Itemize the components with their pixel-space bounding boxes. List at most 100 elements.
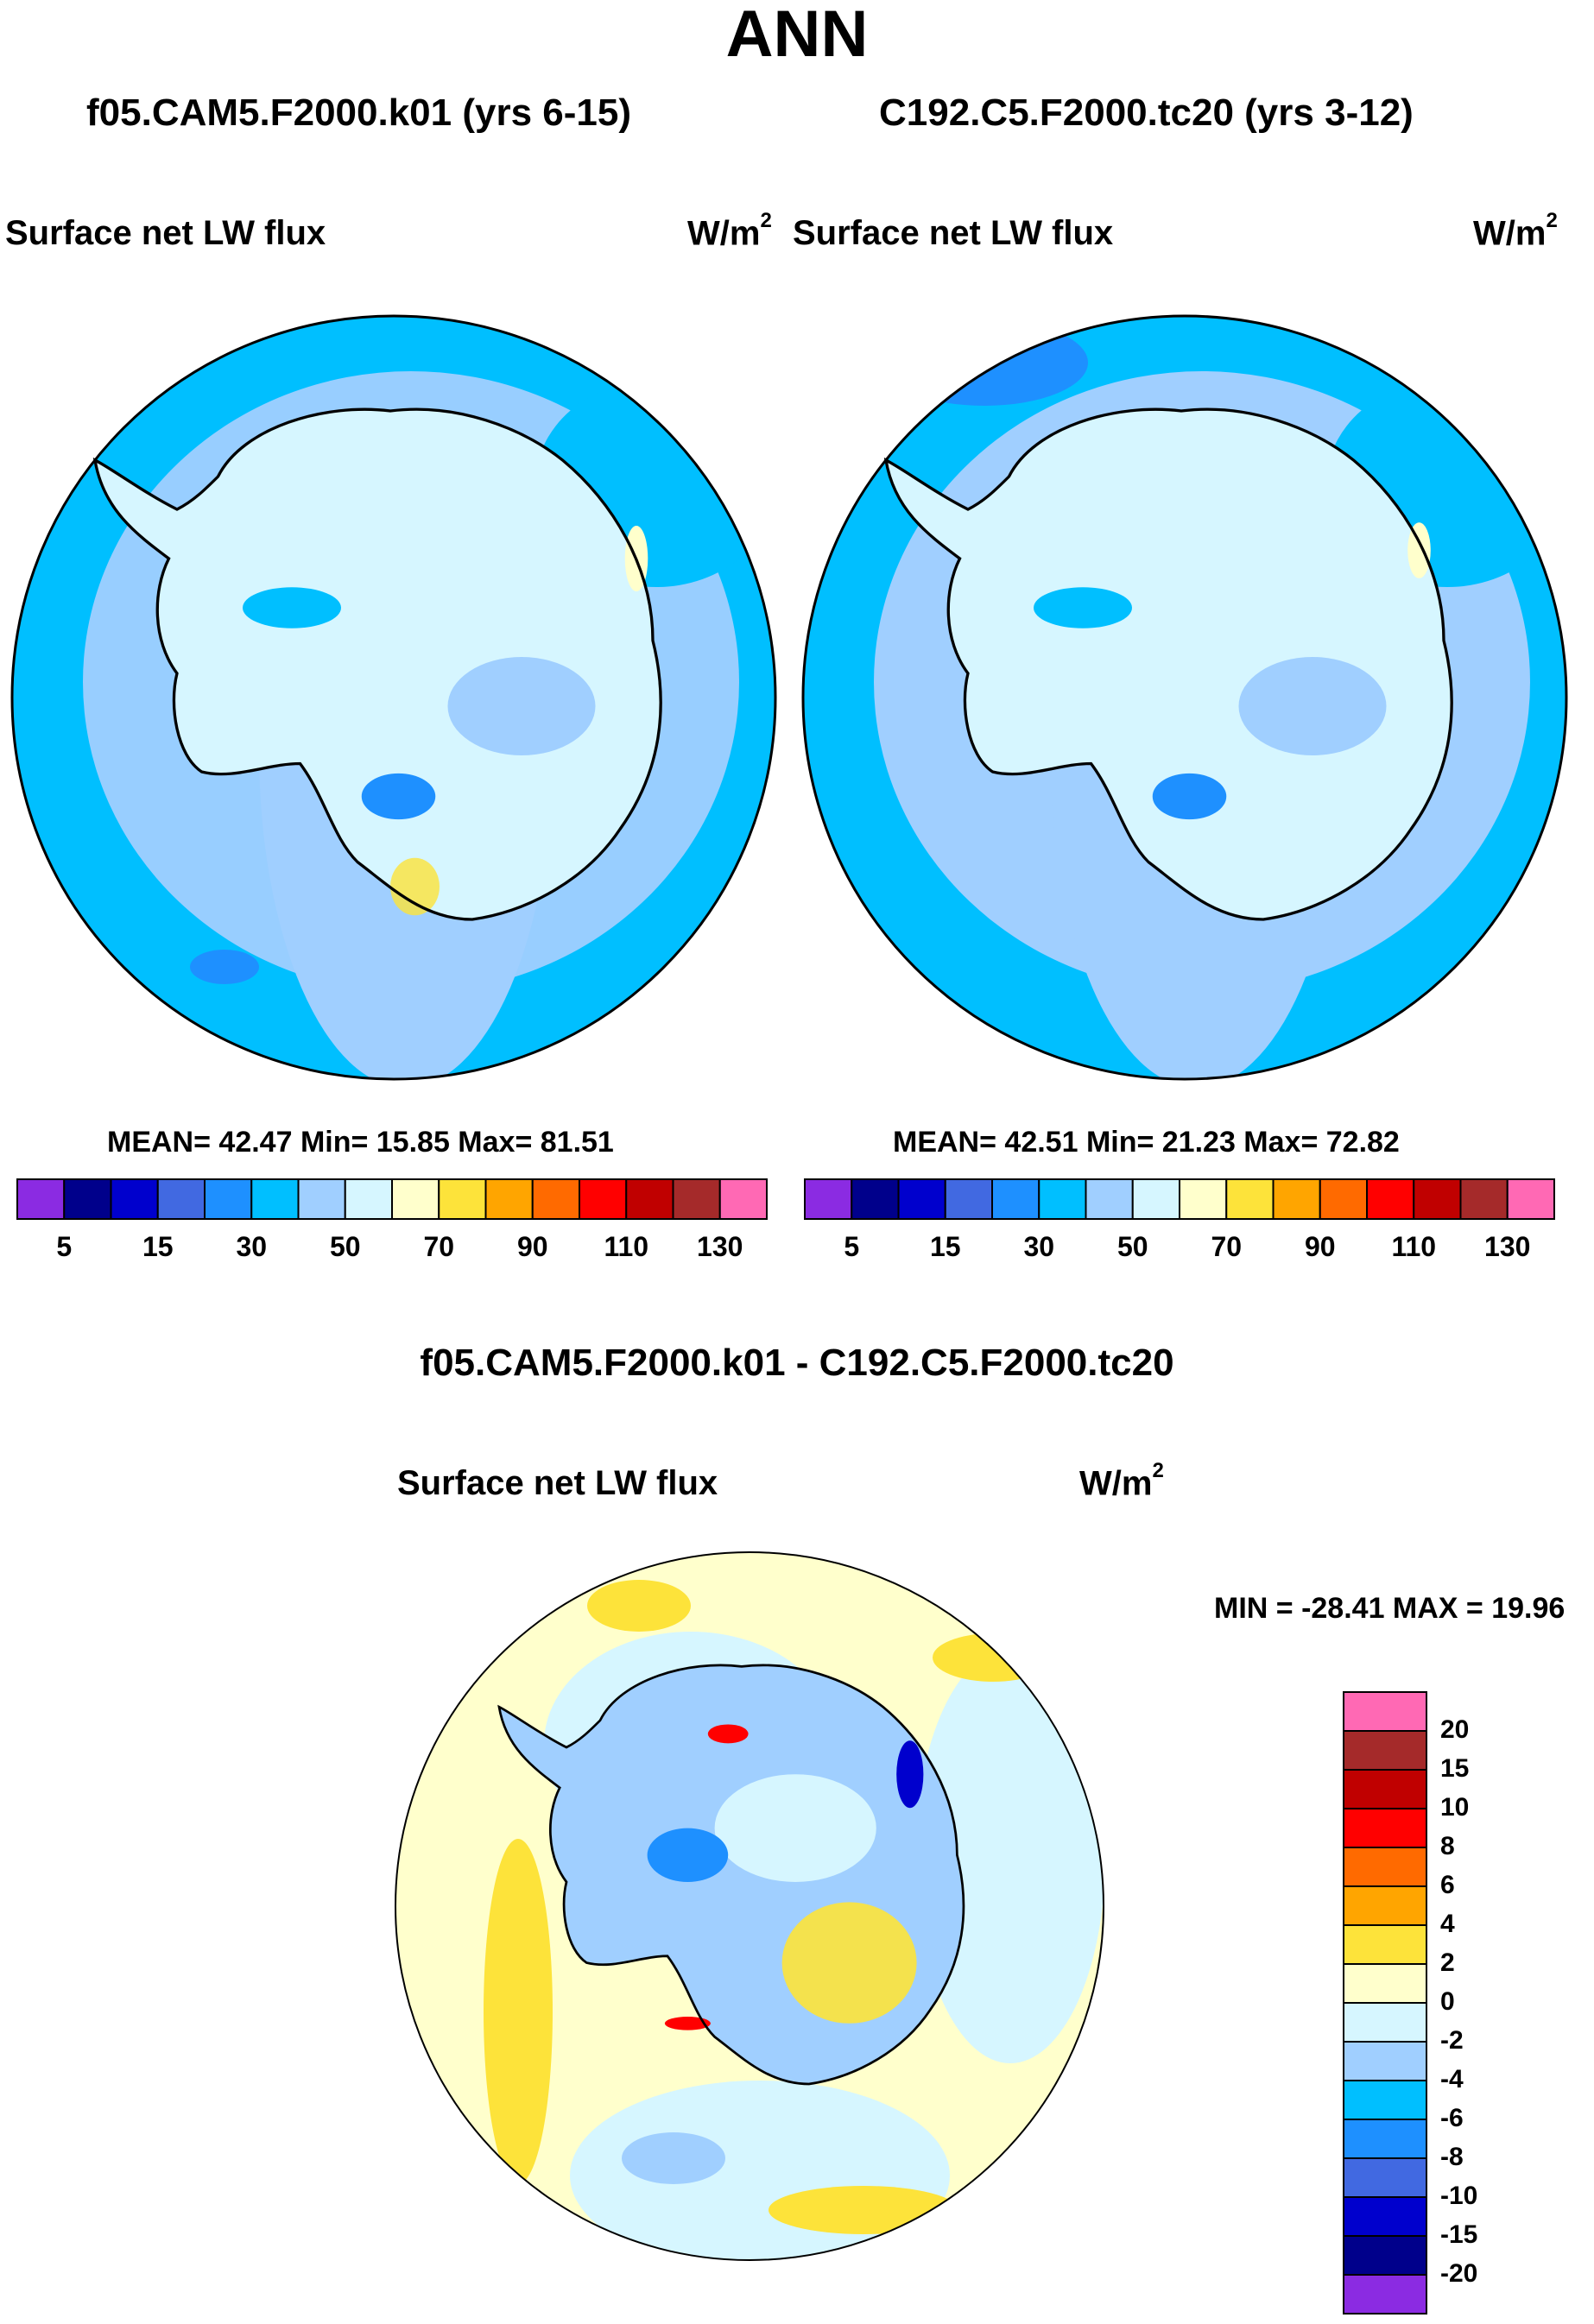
diff-patch-8 <box>622 2132 725 2184</box>
panel2-units: W/m2 <box>1473 209 1558 253</box>
colorbar-box <box>625 1178 674 1220</box>
panel2-stats: MEAN= 42.51 Min= 21.23 Max= 72.82 <box>893 1126 1400 1159</box>
panel2-patch-nw <box>881 319 1088 406</box>
diff-ice-patch-2 <box>781 1902 917 2024</box>
panel1-ice-patch-3 <box>447 657 596 755</box>
colorbar-tick-label: -8 <box>1440 2143 1464 2171</box>
colorbar-tick-label: 15 <box>929 1231 961 1262</box>
panel1-ice-patch-5 <box>390 857 440 916</box>
colorbar-tick-label: -20 <box>1440 2259 1478 2288</box>
colorbar-box <box>1343 2235 1427 2276</box>
colorbar-tick-label: 130 <box>1484 1231 1531 1262</box>
diff-minmax: MIN = -28.41 MAX = 19.96 <box>1214 1592 1566 1625</box>
colorbar-tick-label: 70 <box>1211 1231 1243 1262</box>
colorbar-tick-label: 130 <box>697 1231 743 1262</box>
colorbar-tick-label: 90 <box>1304 1231 1336 1262</box>
colorbar-box <box>1459 1178 1509 1220</box>
colorbar-tick-label: 5 <box>844 1231 860 1262</box>
panel1-patch-low <box>190 950 259 984</box>
colorbar-box <box>156 1178 206 1220</box>
panel1-patch-nw <box>12 316 173 397</box>
colorbar-box <box>63 1178 112 1220</box>
colorbar-box <box>1343 1885 1427 1926</box>
colorbar-tick-label: 0 <box>1440 1987 1455 2016</box>
panel1-boundary <box>10 314 777 1081</box>
colorbar-box <box>672 1178 721 1220</box>
colorbar-box <box>1319 1178 1368 1220</box>
colorbar-tick-label: -2 <box>1440 2026 1464 2055</box>
colorbar-box <box>1343 2196 1427 2237</box>
diff-patch-6 <box>933 1633 1053 1682</box>
colorbar-tick-label: 110 <box>1391 1231 1437 1262</box>
diff-map <box>395 1551 1104 2261</box>
diff-patch-5 <box>587 1580 691 1632</box>
diff-ice-patch-1 <box>714 1774 876 1882</box>
colorbar-box <box>391 1178 440 1220</box>
colorbar-box <box>1343 1730 1427 1771</box>
colorbar-box <box>204 1178 253 1220</box>
panel2-map <box>801 314 1568 1081</box>
colorbar-box <box>438 1178 487 1220</box>
diff-case-title: f05.CAM5.F2000.k01 - C192.C5.F2000.tc20 <box>420 1342 1174 1384</box>
colorbar-box <box>1131 1178 1180 1220</box>
colorbar-tick-label: 4 <box>1440 1910 1455 1938</box>
colorbar-box <box>1343 1769 1427 1809</box>
diff-colorbar <box>1343 1691 1427 2315</box>
colorbar-box <box>1506 1178 1555 1220</box>
colorbar-tick-label: 15 <box>142 1231 174 1262</box>
panel2-ice-patch-3 <box>1238 657 1387 755</box>
diff-units: W/m2 <box>1079 1459 1164 1503</box>
colorbar-box <box>1343 1691 1427 1732</box>
colorbar-box <box>1085 1178 1134 1220</box>
colorbar-box <box>531 1178 580 1220</box>
colorbar-tick-label: 5 <box>56 1231 73 1262</box>
colorbar-box <box>944 1178 993 1220</box>
colorbar-box <box>1225 1178 1275 1220</box>
colorbar-box <box>1343 1808 1427 1848</box>
colorbar-box <box>991 1178 1041 1220</box>
panel1-variable-title: Surface net LW flux <box>5 214 326 252</box>
colorbar-tick-label: -6 <box>1440 2104 1464 2132</box>
colorbar-tick-label: 70 <box>423 1231 455 1262</box>
colorbar-box <box>897 1178 946 1220</box>
panel2-ice-patch-2 <box>1152 773 1227 820</box>
panel2-colorbar <box>804 1178 1555 1220</box>
colorbar-tick-label: 30 <box>236 1231 268 1262</box>
colorbar-box <box>851 1178 900 1220</box>
colorbar-box <box>1343 2041 1427 2081</box>
colorbar-tick-label: -4 <box>1440 2065 1464 2093</box>
main-title: ANN <box>725 0 869 71</box>
colorbar-tick-label: -15 <box>1440 2220 1478 2249</box>
colorbar-box <box>1343 2002 1427 2043</box>
diff-ice-patch-6 <box>896 1740 924 1809</box>
colorbar-box <box>250 1178 300 1220</box>
colorbar-tick-label: 50 <box>329 1231 361 1262</box>
diff-ice-patch-3 <box>647 1828 729 1882</box>
colorbar-box <box>1343 1924 1427 1965</box>
panel1-ice-patch-1 <box>243 587 341 628</box>
diff-ice-patch-4 <box>707 1724 749 1744</box>
colorbar-tick-label: 50 <box>1116 1231 1148 1262</box>
panel1-stats: MEAN= 42.47 Min= 15.85 Max= 81.51 <box>107 1126 614 1159</box>
panel1-colorbar <box>16 1178 768 1220</box>
colorbar-tick-label: 20 <box>1440 1715 1470 1744</box>
colorbar-box <box>1413 1178 1462 1220</box>
colorbar-box <box>344 1178 393 1220</box>
colorbar-tick-label: -10 <box>1440 2182 1478 2210</box>
panel2-ice-patch-4 <box>1407 522 1431 578</box>
colorbar-tick-label: 15 <box>1440 1754 1470 1783</box>
colorbar-box <box>718 1178 768 1220</box>
diff-patch-3 <box>570 2081 950 2260</box>
panel2-ice-patch-1 <box>1034 587 1132 628</box>
colorbar-tick-label: 2 <box>1440 1948 1455 1977</box>
panel2-case-title: C192.C5.F2000.tc20 (yrs 3-12) <box>879 92 1414 134</box>
colorbar-tick-label: 10 <box>1440 1793 1470 1822</box>
diff-patch-2 <box>915 1649 1104 2063</box>
colorbar-tick-label: 110 <box>604 1231 649 1262</box>
colorbar-box <box>1366 1178 1415 1220</box>
colorbar-box <box>1343 2274 1427 2315</box>
colorbar-tick-label: 6 <box>1440 1871 1455 1899</box>
colorbar-box <box>1272 1178 1321 1220</box>
colorbar-box <box>110 1178 159 1220</box>
